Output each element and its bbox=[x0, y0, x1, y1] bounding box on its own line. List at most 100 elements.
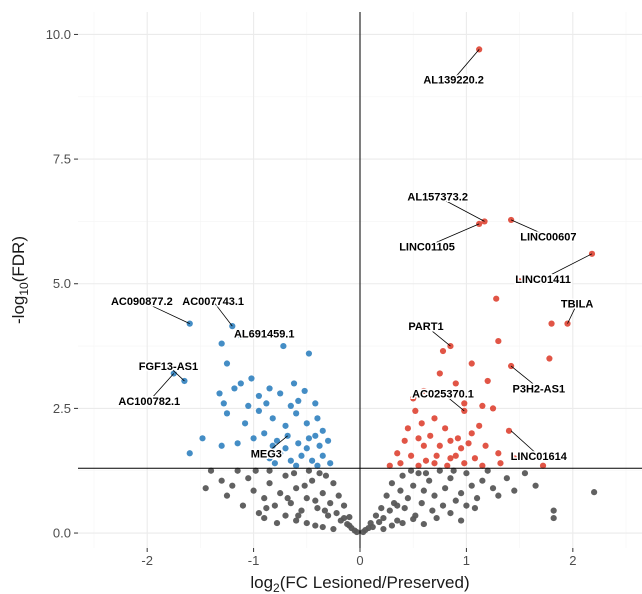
point-up bbox=[420, 387, 427, 395]
point-down bbox=[287, 457, 294, 464]
point-ns bbox=[312, 497, 319, 504]
point-up bbox=[511, 455, 518, 462]
point-down bbox=[305, 435, 313, 442]
point-down bbox=[273, 437, 281, 444]
point-up bbox=[420, 442, 427, 449]
point-up bbox=[433, 452, 440, 459]
point-ns bbox=[239, 502, 247, 509]
point-up bbox=[415, 435, 422, 442]
point-up bbox=[444, 462, 451, 469]
point-ns bbox=[346, 513, 353, 521]
gene-label: FGF13-AS1 bbox=[139, 361, 198, 373]
label-leader-line bbox=[141, 300, 190, 324]
point-down bbox=[269, 442, 276, 449]
point-ns bbox=[442, 485, 449, 492]
point-up bbox=[479, 402, 486, 409]
point-down bbox=[277, 450, 284, 457]
point-up bbox=[454, 435, 462, 442]
point-ns bbox=[271, 502, 278, 509]
point-ns bbox=[471, 505, 479, 512]
point-down bbox=[282, 422, 289, 429]
point-ns bbox=[293, 517, 300, 524]
point-ns bbox=[284, 495, 291, 502]
label-leader-line bbox=[510, 219, 549, 237]
point-ns bbox=[450, 467, 457, 474]
point-ns bbox=[397, 487, 404, 494]
point-ns bbox=[503, 475, 510, 482]
point-ns bbox=[266, 480, 273, 487]
point-ns bbox=[436, 467, 443, 474]
point-ns bbox=[415, 470, 422, 477]
point-down bbox=[218, 340, 225, 347]
point-ns bbox=[346, 522, 353, 529]
gene-label: PART1 bbox=[408, 321, 443, 333]
point-ns bbox=[394, 502, 401, 509]
point-ns bbox=[277, 490, 284, 497]
gene-label: AL691459.1 bbox=[234, 329, 295, 341]
x-tick-label: -2 bbox=[141, 553, 153, 568]
point-down bbox=[295, 440, 302, 447]
point-ns bbox=[330, 480, 337, 487]
point-ns bbox=[468, 482, 475, 489]
point-up bbox=[546, 355, 553, 362]
label-leader-line bbox=[266, 435, 288, 454]
point-ns bbox=[404, 495, 411, 502]
point-ns bbox=[376, 518, 383, 526]
point-ns bbox=[333, 509, 340, 517]
point-ns bbox=[452, 497, 459, 504]
point-ns bbox=[335, 492, 342, 499]
point-down bbox=[305, 350, 313, 357]
point-down bbox=[220, 400, 227, 407]
gene-label: AL157373.2 bbox=[407, 191, 468, 203]
point-ns bbox=[457, 490, 465, 497]
point-down bbox=[290, 380, 298, 387]
point-ns bbox=[327, 500, 334, 507]
point-down bbox=[223, 410, 231, 417]
point-ns bbox=[322, 472, 330, 479]
point-ns bbox=[312, 522, 319, 529]
point-up bbox=[461, 400, 468, 407]
point-down bbox=[223, 360, 231, 367]
point-down bbox=[269, 415, 276, 422]
x-tick-label: 0 bbox=[356, 553, 363, 568]
point-down bbox=[218, 442, 225, 449]
point-ns bbox=[252, 467, 259, 474]
y-tick-label: 5.0 bbox=[53, 276, 71, 291]
point-ns bbox=[399, 519, 406, 527]
gene-label: P3H2-AS1 bbox=[512, 383, 565, 395]
point-ns bbox=[418, 500, 425, 507]
point-ns bbox=[388, 480, 396, 487]
point-up bbox=[418, 420, 425, 427]
point-ns bbox=[591, 489, 598, 496]
y-axis-title-sub: 10 bbox=[17, 282, 31, 296]
point-ns bbox=[420, 520, 427, 528]
point-ns bbox=[439, 502, 447, 509]
point-up bbox=[493, 295, 500, 302]
point-ns bbox=[495, 492, 502, 499]
point-ns bbox=[447, 509, 454, 517]
point-up bbox=[442, 425, 449, 432]
point-ns bbox=[314, 505, 321, 512]
point-down bbox=[287, 402, 294, 409]
point-down bbox=[293, 410, 300, 417]
point-ns bbox=[401, 505, 408, 512]
label-leader-line bbox=[567, 303, 578, 324]
point-up bbox=[447, 455, 454, 462]
label-leader-line bbox=[510, 365, 540, 389]
point-up bbox=[508, 216, 515, 224]
point-ns bbox=[463, 470, 470, 477]
point-up bbox=[457, 445, 465, 452]
label-leader-line bbox=[453, 49, 480, 80]
point-ns bbox=[321, 507, 328, 514]
point-down bbox=[250, 435, 257, 442]
x-axis-title-post: (FC Lesioned/Preserved) bbox=[280, 573, 470, 592]
point-up bbox=[588, 250, 596, 257]
point-down bbox=[303, 445, 310, 452]
point-ns bbox=[287, 500, 294, 507]
point-ns bbox=[303, 519, 310, 527]
point-ns bbox=[457, 517, 465, 524]
point-ns bbox=[301, 482, 308, 489]
point-down bbox=[271, 460, 278, 467]
y-tick-label: 0.0 bbox=[53, 526, 71, 541]
